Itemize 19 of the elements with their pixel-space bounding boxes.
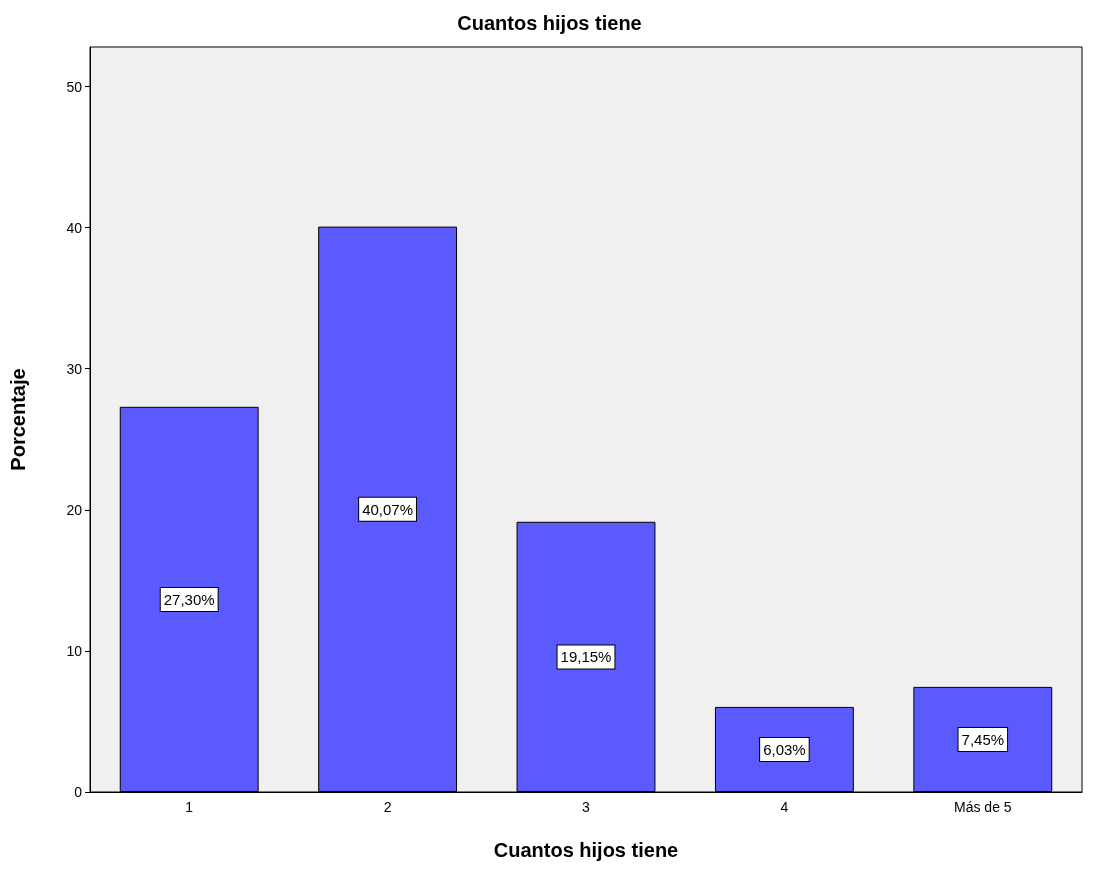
y-axis-title: Porcentaje — [7, 368, 29, 471]
data-label: 40,07% — [362, 500, 414, 518]
x-tick-label: 3 — [582, 799, 591, 815]
y-tick-label: 20 — [66, 501, 83, 518]
y-tick-label: 40 — [66, 219, 83, 236]
chart-title: Cuantos hijos tiene — [457, 12, 642, 34]
x-tick-label: Más de 5 — [954, 799, 1012, 815]
x-tick-label: 1 — [185, 799, 194, 815]
x-axis-title: Cuantos hijos tiene — [493, 839, 679, 861]
y-tick-label: 50 — [66, 78, 83, 95]
x-tick-label: 2 — [383, 799, 392, 815]
y-tick-label: 30 — [66, 360, 83, 377]
x-tick-label: 4 — [780, 799, 789, 815]
data-label: 7,45% — [961, 730, 1005, 748]
data-label: 6,03% — [763, 740, 806, 758]
data-label: 19,15% — [560, 648, 612, 666]
data-label: 27,30% — [163, 590, 215, 608]
y-tick-label: 0 — [74, 784, 83, 800]
y-tick-label: 10 — [66, 642, 83, 659]
